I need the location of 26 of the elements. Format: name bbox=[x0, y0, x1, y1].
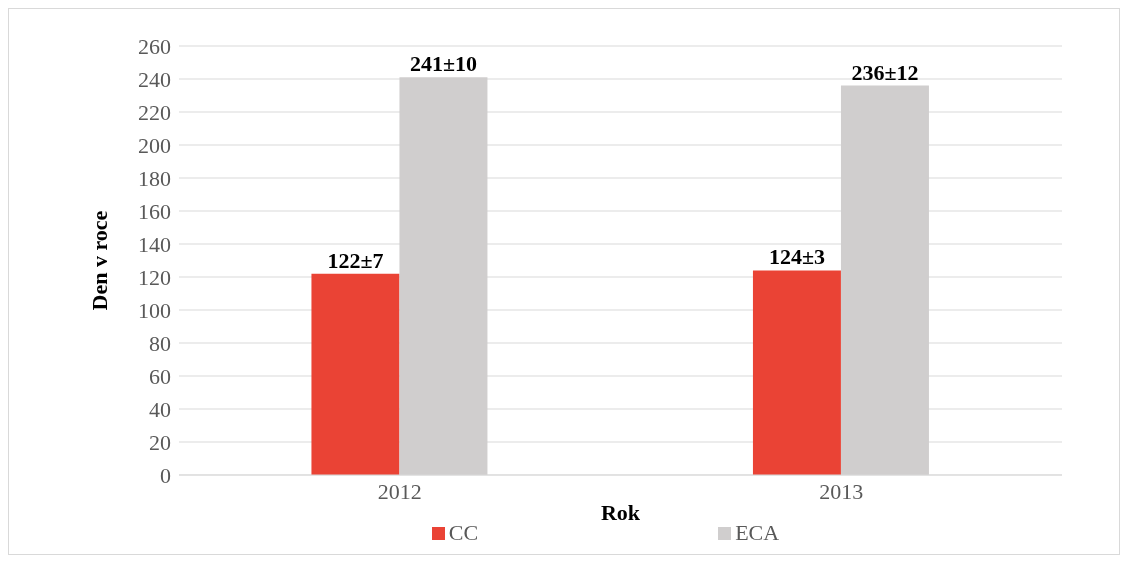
bar bbox=[752, 270, 841, 475]
data-label: 236±12 bbox=[851, 59, 919, 85]
x-tick-label: 2012 bbox=[377, 478, 422, 504]
y-tick-label: 260 bbox=[138, 33, 171, 59]
y-tick-label: 60 bbox=[149, 363, 171, 389]
data-label: 124±3 bbox=[768, 244, 825, 270]
y-tick-label: 160 bbox=[138, 198, 171, 224]
y-tick-label: 0 bbox=[160, 462, 171, 488]
y-tick-label: 40 bbox=[149, 396, 171, 422]
data-label: 241±10 bbox=[409, 51, 477, 77]
y-tick-label: 120 bbox=[138, 264, 171, 290]
y-tick-label: 20 bbox=[149, 429, 171, 455]
y-tick-label: 140 bbox=[138, 231, 171, 257]
x-axis-title: Rok bbox=[600, 500, 641, 525]
y-tick-label: 80 bbox=[149, 330, 171, 356]
y-tick-label: 180 bbox=[138, 165, 171, 191]
data-label: 122±7 bbox=[327, 247, 384, 273]
y-tick-label: 100 bbox=[138, 297, 171, 323]
y-tick-label: 200 bbox=[138, 132, 171, 158]
bar bbox=[311, 273, 400, 475]
y-tick-label: 240 bbox=[138, 66, 171, 92]
y-axis-title: Den v roce bbox=[86, 210, 112, 311]
legend-label: CC bbox=[447, 520, 479, 546]
legend-label: ECA bbox=[734, 520, 780, 546]
x-tick-label: 2013 bbox=[819, 478, 864, 504]
y-tick-label: 220 bbox=[138, 99, 171, 125]
